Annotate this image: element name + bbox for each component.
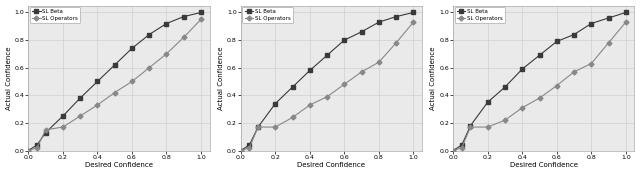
SL Operators — [271, 126, 279, 128]
SL Beta — [237, 149, 244, 152]
SL Operators — [375, 61, 383, 63]
SL Operators — [484, 126, 492, 128]
SL Beta — [93, 80, 101, 83]
SL Operators — [553, 85, 561, 87]
SL Beta — [111, 64, 118, 66]
SL Beta — [180, 15, 188, 18]
SL Operators — [42, 129, 49, 131]
SL Beta — [358, 31, 365, 33]
Line: SL Beta: SL Beta — [451, 11, 628, 152]
SL Beta — [42, 131, 49, 134]
SL Operators — [289, 116, 296, 119]
Y-axis label: Actual Confidence: Actual Confidence — [6, 46, 12, 110]
SL Operators — [536, 97, 543, 99]
SL Beta — [410, 11, 417, 14]
Line: SL Beta: SL Beta — [239, 11, 415, 152]
SL Beta — [588, 22, 595, 25]
SL Beta — [289, 86, 296, 88]
SL Operators — [467, 126, 474, 128]
SL Beta — [467, 124, 474, 127]
SL Beta — [323, 54, 331, 56]
SL Operators — [449, 149, 457, 152]
SL Operators — [76, 115, 84, 117]
Y-axis label: Actual Confidence: Actual Confidence — [430, 46, 436, 110]
SL Operators — [605, 42, 612, 44]
SL Beta — [392, 15, 400, 18]
Y-axis label: Actual Confidence: Actual Confidence — [218, 46, 224, 110]
SL Beta — [24, 149, 32, 152]
SL Operators — [358, 71, 365, 73]
SL Operators — [33, 147, 41, 149]
SL Beta — [33, 144, 41, 146]
X-axis label: Desired Confidence: Desired Confidence — [85, 163, 153, 168]
SL Operators — [246, 147, 253, 149]
Line: SL Operators: SL Operators — [451, 20, 628, 152]
SL Beta — [501, 86, 509, 88]
SL Operators — [93, 104, 101, 106]
SL Beta — [570, 33, 578, 36]
SL Operators — [237, 149, 244, 152]
SL Beta — [76, 97, 84, 99]
SL Beta — [622, 11, 630, 14]
SL Beta — [197, 11, 205, 14]
SL Beta — [59, 115, 67, 117]
SL Beta — [449, 149, 457, 152]
Line: SL Operators: SL Operators — [239, 20, 415, 152]
Line: SL Beta: SL Beta — [27, 11, 203, 152]
SL Operators — [392, 42, 400, 44]
Legend: SL Beta, SL Operators: SL Beta, SL Operators — [455, 7, 505, 23]
SL Operators — [306, 104, 314, 106]
SL Beta — [306, 69, 314, 72]
SL Operators — [180, 36, 188, 38]
SL Beta — [553, 40, 561, 43]
SL Beta — [145, 33, 153, 36]
Line: SL Operators: SL Operators — [27, 18, 203, 152]
SL Operators — [59, 126, 67, 128]
SL Beta — [605, 17, 612, 19]
SL Operators — [163, 53, 170, 55]
SL Beta — [246, 144, 253, 146]
SL Operators — [410, 21, 417, 23]
SL Beta — [536, 54, 543, 56]
SL Operators — [145, 67, 153, 69]
SL Beta — [458, 144, 466, 146]
SL Operators — [588, 62, 595, 65]
SL Operators — [622, 21, 630, 23]
SL Operators — [323, 96, 331, 98]
Legend: SL Beta, SL Operators: SL Beta, SL Operators — [243, 7, 292, 23]
SL Operators — [111, 91, 118, 94]
SL Beta — [375, 21, 383, 23]
SL Operators — [501, 119, 509, 121]
X-axis label: Desired Confidence: Desired Confidence — [510, 163, 578, 168]
SL Beta — [271, 102, 279, 105]
SL Beta — [128, 47, 136, 50]
SL Beta — [254, 126, 262, 128]
SL Beta — [340, 39, 348, 41]
SL Beta — [163, 22, 170, 25]
SL Operators — [340, 83, 348, 85]
SL Operators — [518, 107, 526, 109]
SL Operators — [197, 18, 205, 20]
X-axis label: Desired Confidence: Desired Confidence — [298, 163, 365, 168]
SL Beta — [518, 68, 526, 70]
SL Operators — [458, 147, 466, 149]
SL Operators — [570, 71, 578, 73]
SL Beta — [484, 101, 492, 103]
Legend: SL Beta, SL Operators: SL Beta, SL Operators — [30, 7, 80, 23]
SL Operators — [128, 80, 136, 83]
SL Operators — [254, 126, 262, 128]
SL Operators — [24, 149, 32, 152]
